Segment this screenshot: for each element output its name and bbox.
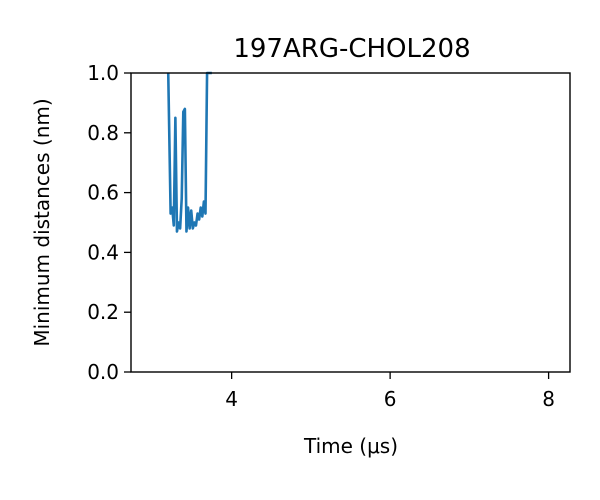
x-tick-label: 6 — [384, 387, 397, 411]
y-axis-ticks: 0.0 0.2 0.4 0.6 0.8 1.0 — [87, 61, 131, 384]
y-tick-label: 0.4 — [87, 240, 119, 264]
y-axis-label: Minimum distances (nm) — [30, 98, 54, 346]
chart-title: 197ARG-CHOL208 — [233, 34, 470, 64]
y-tick-label: 1.0 — [87, 61, 119, 85]
x-axis-label: Time (μs) — [303, 434, 398, 458]
series-layer — [166, 71, 212, 233]
x-tick-label: 8 — [542, 387, 555, 411]
y-tick-label: 0.0 — [87, 360, 119, 384]
x-tick-label: 4 — [225, 387, 238, 411]
x-axis-ticks: 4 6 8 — [225, 372, 555, 411]
series-line — [166, 71, 212, 233]
y-tick-label: 0.2 — [87, 300, 119, 324]
plot-frame — [130, 72, 571, 373]
y-tick-label: 0.6 — [87, 181, 119, 205]
y-tick-label: 0.8 — [87, 121, 119, 145]
